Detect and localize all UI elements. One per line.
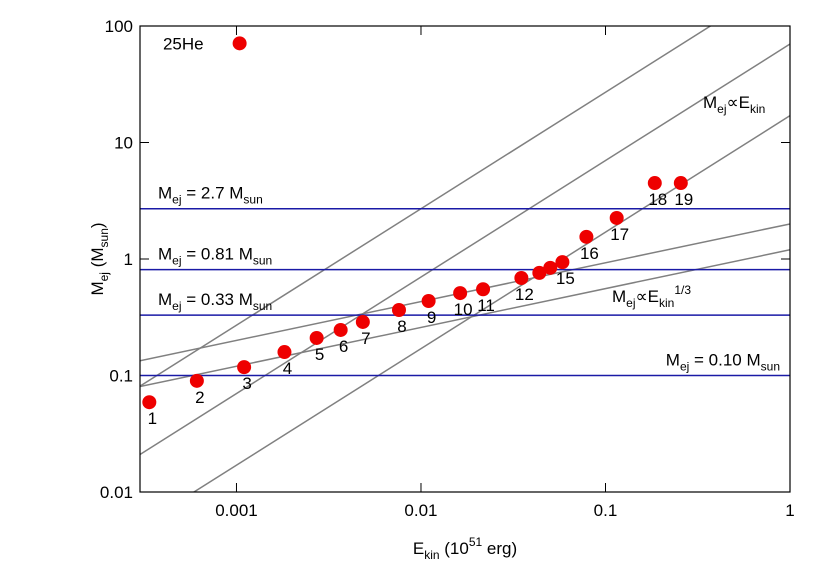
y-axis-label-part: M bbox=[88, 281, 107, 295]
x-tick-label: 0.001 bbox=[215, 501, 258, 520]
annotation-part: ej bbox=[626, 296, 635, 310]
point-label: 8 bbox=[397, 317, 406, 336]
annotation-part: ∝E bbox=[727, 93, 750, 112]
hline-label-part: M bbox=[666, 351, 680, 370]
hline-label-part: ej bbox=[680, 360, 689, 374]
point bbox=[609, 210, 624, 225]
x-axis-label-part: (10 bbox=[440, 539, 469, 558]
annotation-part: ∝E bbox=[636, 287, 659, 306]
point-label: 9 bbox=[427, 308, 436, 327]
point bbox=[532, 265, 547, 280]
y-tick-label: 1 bbox=[124, 250, 133, 269]
hline-label-part: = 2.7 M bbox=[182, 184, 244, 203]
point-label: 3 bbox=[242, 374, 251, 393]
point bbox=[514, 270, 529, 285]
hline-label-part: ej bbox=[172, 254, 181, 268]
hline-label-part: M bbox=[158, 184, 172, 203]
x-tick-label: 1 bbox=[785, 501, 794, 520]
point bbox=[421, 293, 436, 308]
point-label: 6 bbox=[339, 337, 348, 356]
point-label: 25He bbox=[163, 34, 204, 53]
annotation: Mej∝Ekin bbox=[703, 93, 765, 116]
hline-label-part: = 0.33 M bbox=[182, 290, 253, 309]
annotation: Mej∝Ekin1/3 bbox=[612, 283, 691, 310]
point bbox=[555, 255, 570, 270]
annotation-part: ej bbox=[717, 102, 726, 116]
y-axis-label-part: ej bbox=[97, 272, 111, 281]
hline-label-part: ej bbox=[172, 193, 181, 207]
hline-label-part: M bbox=[158, 290, 172, 309]
hline-label-part: sun bbox=[253, 254, 272, 268]
power-law-line bbox=[192, 115, 790, 492]
power-law-line bbox=[140, 43, 790, 456]
point bbox=[453, 286, 468, 301]
point bbox=[647, 176, 662, 191]
annotation-part: kin bbox=[659, 296, 674, 310]
hline-label-part: M bbox=[158, 245, 172, 264]
point-label: 18 bbox=[648, 190, 667, 209]
point bbox=[543, 260, 558, 275]
hline-label: Mej = 0.33 Msun bbox=[158, 290, 272, 313]
point-label: 11 bbox=[477, 296, 495, 315]
y-tick-label: 0.01 bbox=[100, 483, 133, 502]
point bbox=[237, 360, 252, 375]
hline-label: Mej = 2.7 Msun bbox=[158, 184, 263, 207]
hline-label-part: sun bbox=[761, 360, 780, 374]
y-axis-label: Mej (Msun) bbox=[88, 222, 111, 295]
point bbox=[391, 302, 406, 317]
x-axis-label-part: 51 bbox=[469, 535, 483, 549]
annotation-part: M bbox=[703, 93, 717, 112]
hline-label-part: ej bbox=[172, 299, 181, 313]
point-label: 2 bbox=[195, 388, 204, 407]
annotation-part: 1/3 bbox=[674, 283, 691, 297]
hline-label-part: sun bbox=[253, 299, 272, 313]
point bbox=[333, 322, 348, 337]
point-label: 16 bbox=[580, 244, 599, 263]
hline-label-part: = 0.81 M bbox=[182, 245, 253, 264]
point-label: 4 bbox=[283, 359, 292, 378]
point-label: 5 bbox=[315, 345, 324, 364]
point-label: 19 bbox=[674, 190, 693, 209]
x-axis-label: Ekin (1051 erg) bbox=[413, 535, 517, 562]
x-tick-label: 0.01 bbox=[404, 501, 437, 520]
point-label: 12 bbox=[515, 285, 534, 304]
hline-label-part: sun bbox=[243, 193, 262, 207]
point bbox=[142, 395, 157, 410]
x-axis-label-part: kin bbox=[424, 548, 439, 562]
y-axis-label-part: sun bbox=[97, 228, 111, 247]
point bbox=[476, 282, 491, 297]
point bbox=[355, 314, 370, 329]
y-tick-label: 100 bbox=[105, 17, 133, 36]
point bbox=[277, 345, 292, 360]
point-label: 17 bbox=[610, 225, 629, 244]
point bbox=[579, 229, 594, 244]
y-axis-label-part: ) bbox=[88, 222, 107, 228]
hline-label: Mej = 0.81 Msun bbox=[158, 245, 272, 268]
hline-label: Mej = 0.10 Msun bbox=[666, 351, 780, 374]
point-label: 1 bbox=[148, 409, 157, 428]
point-label: 7 bbox=[361, 329, 370, 348]
annotation-part: kin bbox=[750, 102, 765, 116]
x-axis-label-part: E bbox=[413, 539, 424, 558]
point bbox=[309, 330, 324, 345]
point bbox=[189, 373, 204, 388]
plot-frame bbox=[139, 25, 791, 493]
annotation-part: M bbox=[612, 287, 626, 306]
hline-label-part: = 0.10 M bbox=[689, 351, 760, 370]
point-label: 15 bbox=[556, 269, 575, 288]
x-tick-label: 0.1 bbox=[594, 501, 618, 520]
y-axis-label-part: (M bbox=[88, 247, 107, 272]
x-axis-label-part: erg) bbox=[482, 539, 517, 558]
point bbox=[232, 36, 247, 51]
y-tick-label: 0.1 bbox=[109, 367, 133, 386]
point-label: 10 bbox=[454, 300, 473, 319]
y-tick-label: 10 bbox=[114, 134, 133, 153]
power-law-line bbox=[140, 26, 712, 387]
point bbox=[673, 176, 688, 191]
